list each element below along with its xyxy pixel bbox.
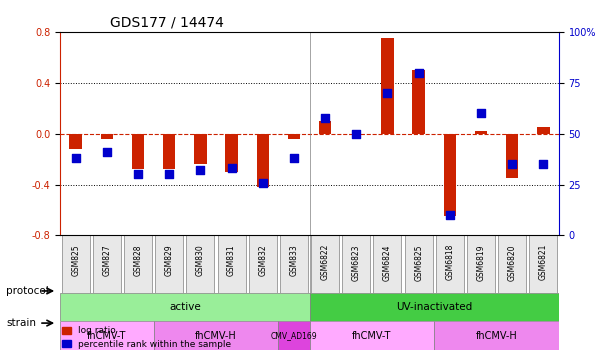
FancyBboxPatch shape [529,236,557,293]
Legend: log ratio, percentile rank within the sample: log ratio, percentile rank within the sa… [59,323,235,352]
Bar [288,134,300,139]
FancyBboxPatch shape [498,236,526,293]
Bar [381,39,394,134]
Text: GSM833: GSM833 [290,244,299,276]
FancyBboxPatch shape [93,236,121,293]
Point [352,131,361,137]
Point [102,149,112,155]
Text: protocol: protocol [6,286,49,296]
Point [227,166,236,171]
FancyBboxPatch shape [310,321,434,350]
Bar [132,134,144,169]
FancyBboxPatch shape [249,236,277,293]
Point [507,161,517,167]
Bar [475,131,487,134]
Point [289,155,299,161]
FancyBboxPatch shape [60,293,310,321]
Text: fhCMV-T: fhCMV-T [352,331,392,341]
Text: GSM831: GSM831 [227,244,236,276]
FancyBboxPatch shape [218,236,246,293]
FancyBboxPatch shape [342,236,370,293]
FancyBboxPatch shape [60,321,154,350]
FancyBboxPatch shape [280,236,308,293]
Text: GSM6824: GSM6824 [383,244,392,281]
Bar [257,134,269,187]
FancyBboxPatch shape [124,236,152,293]
Point [476,111,486,116]
Text: fhCMV-T: fhCMV-T [87,331,127,341]
Text: GSM825: GSM825 [71,244,80,276]
Text: fhCMV-H: fhCMV-H [195,331,237,341]
Bar [225,134,238,172]
Bar [444,134,456,216]
Text: GSM6819: GSM6819 [477,244,486,281]
Bar [194,134,207,164]
FancyBboxPatch shape [154,321,278,350]
FancyBboxPatch shape [404,236,433,293]
Point [414,70,424,76]
Point [258,180,267,186]
FancyBboxPatch shape [373,236,401,293]
Text: GSM828: GSM828 [133,244,142,276]
FancyBboxPatch shape [434,321,559,350]
FancyBboxPatch shape [278,321,310,350]
Text: GSM6821: GSM6821 [539,244,548,281]
FancyBboxPatch shape [155,236,183,293]
FancyBboxPatch shape [436,236,464,293]
Text: GSM830: GSM830 [196,244,205,276]
Text: GSM829: GSM829 [165,244,174,276]
Bar [100,134,113,139]
Bar [319,121,331,134]
FancyBboxPatch shape [310,293,559,321]
Point [133,172,143,177]
Text: GSM6823: GSM6823 [352,244,361,281]
FancyBboxPatch shape [62,236,90,293]
Text: GDS177 / 14474: GDS177 / 14474 [110,16,224,30]
Text: CMV_AD169: CMV_AD169 [270,331,317,340]
Point [383,90,392,96]
Point [195,167,205,173]
Bar [506,134,519,178]
Bar [70,134,82,149]
Point [71,155,81,161]
Point [320,115,330,120]
Point [445,212,454,218]
Text: GSM832: GSM832 [258,244,267,276]
Point [538,161,548,167]
Point [165,172,174,177]
Bar [412,70,425,134]
Text: GSM6820: GSM6820 [508,244,517,281]
FancyBboxPatch shape [186,236,215,293]
FancyBboxPatch shape [311,236,339,293]
Text: UV-inactivated: UV-inactivated [396,302,472,312]
Text: GSM6825: GSM6825 [414,244,423,281]
Text: GSM6822: GSM6822 [320,244,329,281]
Bar [163,134,175,169]
Text: GSM827: GSM827 [102,244,111,276]
Text: active: active [169,302,201,312]
Text: strain: strain [6,318,36,328]
Bar [537,127,549,134]
Text: fhCMV-H: fhCMV-H [476,331,517,341]
Text: GSM6818: GSM6818 [445,244,454,281]
FancyBboxPatch shape [467,236,495,293]
